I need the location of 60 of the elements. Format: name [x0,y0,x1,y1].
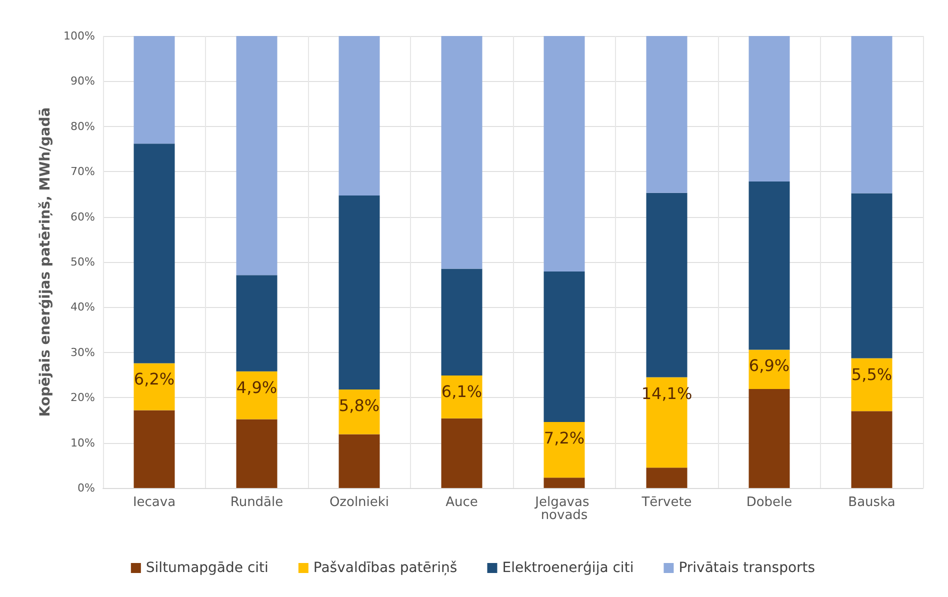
bar [441,268,482,376]
bar [441,36,482,269]
x-tick-label: Bauska [848,495,896,510]
bar [851,193,892,358]
x-tick-label: Jelgavas novads [534,495,594,523]
bar [134,410,175,488]
x-tick-label: Dobele [746,495,792,510]
annotation: 7,2% [544,428,585,448]
y-tick-label: 90% [70,74,95,88]
annotation: 6,9% [748,356,790,376]
y-tick-label: 80% [70,120,95,133]
annotation: 6,1% [441,382,482,401]
y-tick-label: 100% [64,30,95,42]
bar [544,478,585,488]
bar [748,36,790,182]
bar [134,144,175,364]
x-tick-label: Iecava [132,495,176,510]
bar [338,434,380,488]
bar [338,196,380,390]
y-tick-label: 30% [70,346,95,359]
bar [236,419,278,488]
bar [544,271,585,422]
bar [441,375,482,418]
bar [646,192,688,378]
x-tick-label: Ozolnieki [329,495,390,510]
annotation: 5,5% [851,364,892,384]
y-axis-title: Kopējais enerģijas patēriņš, MWh/gadā [38,107,54,417]
annotation: 5,8% [338,396,380,415]
x-tick-label: Auce [446,495,478,510]
bar [134,36,175,144]
annotation: 6,2% [134,370,175,389]
bar [338,36,380,196]
annotation: 4,9% [236,378,278,397]
y-tick-label: 50% [70,256,95,268]
y-tick-label: 20% [70,391,95,404]
y-tick-label: 70% [70,165,95,178]
bar [236,36,278,276]
bar [544,422,585,478]
bar [851,36,892,194]
bar [748,182,790,350]
bar [748,389,790,488]
bar [236,371,278,420]
bar [236,275,278,372]
legend-label: Pašvaldības patēriņš [313,560,458,576]
legend-label: Siltumapgāde citi [146,560,268,576]
bar [544,36,585,272]
bar [134,363,175,410]
y-tick-label: 40% [70,300,95,314]
bar [646,468,688,488]
y-tick-label: 10% [70,436,95,450]
bar [646,36,688,193]
x-tick-label: Tērvete [640,495,692,510]
y-tick-label: 0% [78,482,95,494]
x-tick-label: Rundāle [230,495,284,510]
bar [851,358,892,412]
legend-label: Privātais transports [678,560,816,576]
legend-label: Elektroenerģija citi [502,560,634,576]
bar [441,418,482,488]
y-tick-label: 60% [70,210,95,224]
bar [851,411,892,488]
